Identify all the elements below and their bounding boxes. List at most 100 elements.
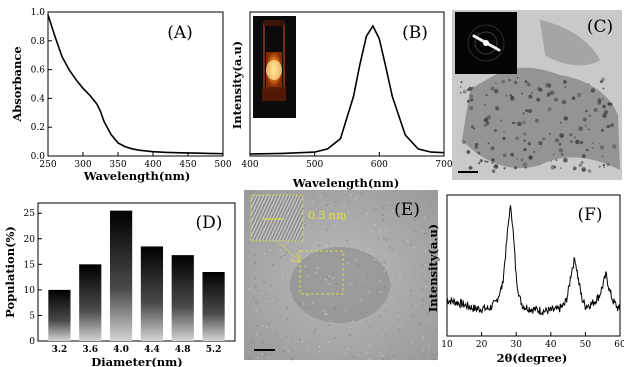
nanoparticle (606, 162, 610, 167)
nanoparticle (587, 128, 590, 131)
noise-speck (286, 318, 289, 321)
noise-speck (352, 320, 354, 322)
noise-speck (326, 204, 328, 206)
nanoparticle (597, 101, 602, 105)
noise-speck (425, 280, 427, 282)
noise-speck (383, 270, 386, 273)
noise-speck (383, 237, 385, 240)
nanoparticle (564, 86, 567, 88)
noise-speck (360, 192, 363, 195)
nanoparticle (524, 166, 527, 169)
panel-f-frame (446, 194, 621, 337)
nanoparticle (461, 140, 466, 145)
noise-speck (249, 192, 252, 194)
bar (140, 246, 164, 341)
noise-speck (385, 333, 388, 335)
noise-speck (435, 329, 437, 331)
zoom-pointer-arrow (280, 243, 301, 263)
series-line (47, 14, 224, 155)
nanoparticle (536, 97, 541, 102)
noise-speck (418, 323, 420, 325)
noise-speck (421, 230, 424, 232)
nanoparticle (601, 155, 604, 158)
noise-speck (389, 246, 391, 249)
noise-speck (287, 350, 290, 353)
nanoparticle (494, 82, 497, 85)
noise-speck (349, 283, 351, 286)
noise-speck (385, 309, 387, 311)
noise-speck (392, 355, 395, 358)
nanoparticle (575, 139, 580, 145)
nanoparticle (603, 166, 605, 168)
panel-b-frame (249, 11, 445, 157)
nanoparticle (602, 113, 607, 118)
noise-speck (366, 276, 368, 278)
noise-speck (262, 340, 264, 343)
nanoparticle (591, 146, 594, 149)
noise-speck (370, 249, 372, 251)
nanoparticle (487, 142, 490, 145)
noise-speck (248, 357, 250, 360)
nanoparticle (574, 136, 577, 139)
noise-speck (284, 254, 286, 257)
nanoparticle (523, 132, 527, 136)
nanoparticle (509, 94, 512, 97)
noise-speck (386, 201, 389, 204)
noise-speck (392, 210, 394, 212)
noise-speck (379, 279, 382, 281)
noise-speck (326, 313, 328, 315)
noise-speck (421, 265, 423, 267)
noise-speck (261, 353, 263, 355)
noise-speck (399, 326, 401, 329)
noise-speck (382, 218, 384, 221)
noise-speck (282, 351, 284, 353)
noise-speck (386, 239, 388, 241)
panel-f-marks (446, 205, 620, 316)
noise-speck (411, 342, 414, 345)
nanoparticle (531, 92, 533, 94)
noise-speck (430, 272, 433, 275)
nanoparticle (467, 99, 470, 103)
noise-speck (305, 337, 308, 339)
noise-speck (389, 212, 391, 214)
x-tick-label: 60 (614, 340, 624, 350)
nanoparticle (491, 161, 494, 165)
nanoparticle (515, 136, 520, 141)
nanoparticle (484, 160, 487, 163)
noise-speck (422, 298, 424, 301)
noise-speck (265, 300, 267, 302)
x-tick-label: 5.2 (206, 345, 222, 355)
noise-speck (341, 219, 344, 221)
nanoparticle (510, 95, 514, 99)
noise-speck (283, 349, 286, 351)
noise-speck (326, 229, 328, 231)
noise-speck (268, 288, 271, 291)
panel-d-label: (D) (196, 213, 223, 233)
x-tick-label: 400 (241, 160, 258, 170)
noise-speck (301, 340, 303, 343)
nanoparticle (462, 89, 467, 94)
noise-speck (365, 311, 368, 313)
noise-speck (291, 358, 293, 361)
nanoparticle (514, 166, 518, 170)
noise-speck (249, 288, 251, 290)
nanoparticle (549, 90, 555, 96)
nanoparticle (593, 108, 598, 112)
nanoparticle (514, 81, 518, 85)
noise-speck (425, 264, 427, 266)
panel-f-xlabel: 2θ(degree) (497, 351, 568, 365)
nanoparticle (468, 166, 473, 170)
nanoparticle (525, 109, 529, 112)
nanoparticle (549, 132, 552, 135)
nanoparticle (528, 109, 532, 113)
nanoparticle (483, 123, 487, 128)
noise-speck (261, 325, 264, 327)
noise-speck (365, 321, 367, 323)
noise-speck (254, 254, 256, 256)
noise-speck (324, 278, 327, 281)
nanoparticle (523, 148, 527, 152)
noise-speck (318, 350, 321, 353)
tem-cluster-c (462, 67, 620, 170)
nanoparticle (561, 99, 567, 105)
noise-speck (431, 353, 433, 356)
